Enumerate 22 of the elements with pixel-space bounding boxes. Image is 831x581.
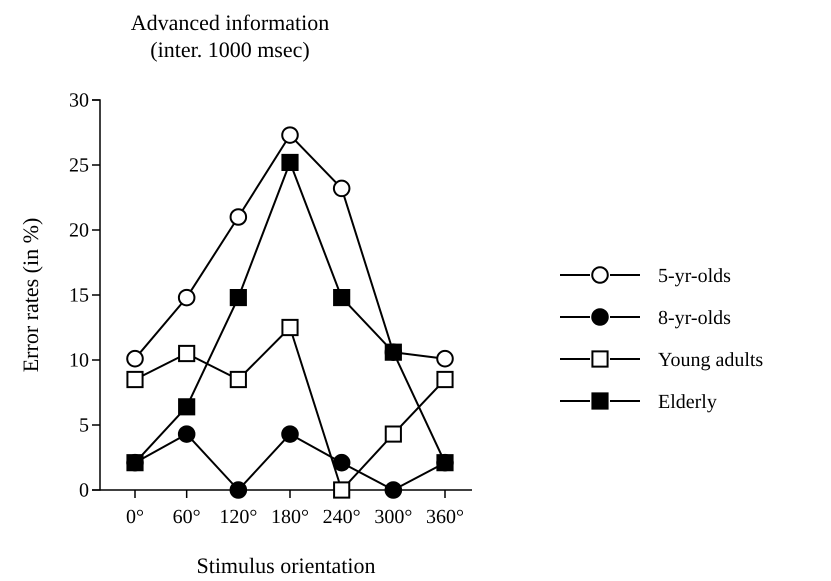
y-tick-label: 15 — [69, 284, 89, 306]
legend-label: Young adults — [658, 349, 764, 371]
x-axis-title: Stimulus orientation — [196, 553, 376, 578]
x-tick-label: 60° — [172, 506, 201, 528]
x-tick-label: 0° — [126, 506, 144, 528]
x-tick-label: 300° — [374, 506, 412, 528]
y-tick-label: 5 — [79, 414, 89, 436]
y-tick-label: 0 — [79, 479, 89, 502]
x-tick-label: 240° — [322, 506, 361, 528]
chart-subtitle: (inter. 1000 msec) — [150, 37, 310, 62]
y-tick-label: 25 — [69, 154, 89, 176]
x-tick-label: 120° — [219, 506, 258, 528]
legend-label: Elderly — [658, 391, 717, 413]
legend-label: 5-yr-olds — [658, 265, 732, 287]
y-tick-label: 30 — [69, 89, 89, 112]
chart-title: Advanced information — [130, 10, 330, 35]
y-tick-label: 20 — [69, 219, 89, 242]
x-tick-label: 180° — [271, 506, 309, 528]
y-axis-title: Error rates (in %) — [18, 218, 43, 372]
x-tick-label: 360° — [426, 506, 464, 528]
legend-label: 8-yr-olds — [658, 307, 732, 329]
y-tick-label: 10 — [69, 349, 89, 372]
